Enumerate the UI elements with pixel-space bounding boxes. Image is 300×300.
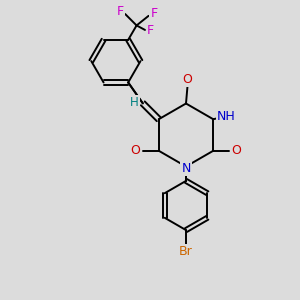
- Text: F: F: [147, 24, 154, 37]
- Text: F: F: [116, 4, 124, 17]
- Text: O: O: [130, 144, 140, 157]
- Text: O: O: [232, 144, 242, 157]
- Text: O: O: [183, 73, 192, 86]
- Text: N: N: [181, 161, 191, 175]
- Text: Br: Br: [179, 244, 193, 258]
- Text: NH: NH: [217, 110, 235, 123]
- Text: H: H: [130, 96, 139, 109]
- Text: F: F: [150, 7, 158, 20]
